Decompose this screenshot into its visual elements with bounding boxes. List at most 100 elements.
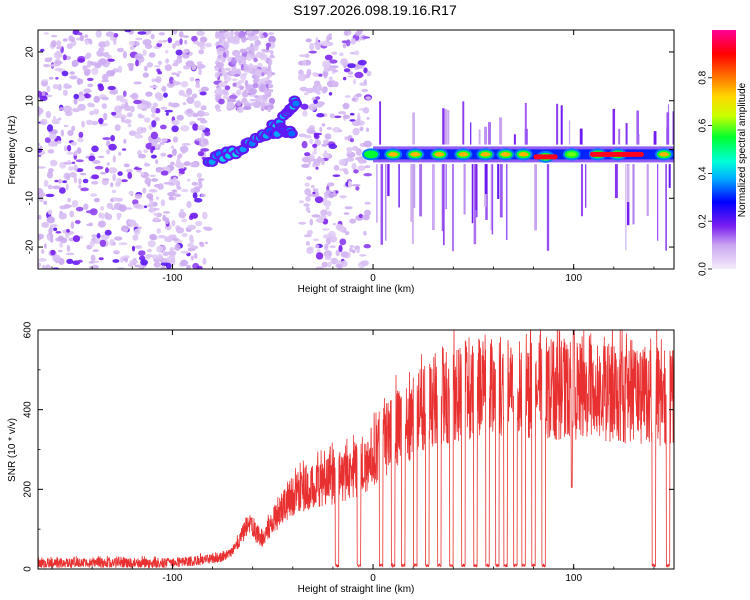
noise-speckle (327, 261, 332, 268)
noise-speckle (45, 264, 51, 269)
noise-speckle (303, 203, 310, 207)
noise-speckle (66, 229, 70, 233)
noise-speckle (157, 71, 162, 75)
spectrogram-y-label: Frequency (Hz) (7, 116, 18, 185)
noise-speckle (315, 217, 325, 223)
noise-speckle (171, 72, 178, 75)
noise-speckle (307, 130, 317, 134)
noise-speckle (124, 119, 132, 124)
noise-speckle (45, 111, 52, 119)
noise-speckle (217, 91, 226, 95)
noise-speckle (356, 30, 363, 35)
noise-speckle (176, 114, 184, 121)
noise-speckle (50, 142, 57, 146)
noise-speckle (94, 62, 102, 69)
noise-speckle (328, 143, 338, 149)
noise-speckle (82, 178, 89, 184)
noise-speckle (324, 243, 329, 249)
noise-speckle (168, 102, 173, 107)
noise-speckle (309, 218, 313, 226)
noise-speckle (63, 145, 68, 152)
noise-speckle (298, 133, 307, 138)
noise-speckle (110, 182, 114, 188)
burst-core (458, 152, 469, 157)
colorbar-tick-label: 0.0 (698, 262, 709, 276)
noise-speckle (360, 260, 369, 266)
noise-speckle (131, 245, 136, 252)
noise-speckle (145, 142, 154, 150)
noise-speckle (56, 40, 62, 47)
noise-speckle (169, 247, 175, 252)
noise-speckle (44, 137, 51, 144)
chart-title: S197.2026.098.19.16.R17 (293, 2, 457, 18)
noise-speckle (154, 184, 161, 188)
noise-speckle (359, 254, 367, 257)
noise-speckle (365, 96, 371, 100)
noise-speckle (339, 238, 347, 246)
noise-speckle (133, 81, 142, 85)
noise-speckle (313, 99, 318, 104)
noise-speckle (40, 48, 45, 52)
noise-speckle (148, 52, 156, 58)
noise-speckle (223, 41, 228, 49)
noise-speckle (92, 249, 99, 253)
noise-speckle (73, 98, 78, 105)
noise-speckle (320, 158, 325, 166)
burst-core (366, 152, 377, 157)
noise-speckle (49, 237, 54, 243)
noise-speckle (190, 255, 194, 261)
noise-speckle (341, 260, 348, 268)
noise-speckle (193, 253, 198, 259)
noise-speckle (304, 188, 312, 196)
noise-speckle (230, 69, 236, 76)
noise-speckle (311, 214, 321, 218)
noise-speckle (194, 198, 203, 203)
noise-speckle (218, 98, 225, 105)
noise-speckle (59, 241, 63, 248)
noise-speckle (172, 62, 179, 67)
noise-speckle (67, 197, 71, 203)
noise-speckle (165, 112, 169, 116)
noise-speckle (128, 63, 134, 72)
noise-speckle (364, 209, 371, 216)
noise-speckle (313, 41, 322, 46)
noise-speckle (149, 174, 156, 177)
x-tick-label: 0 (370, 273, 376, 284)
noise-speckle (118, 105, 125, 110)
noise-speckle (110, 135, 115, 142)
noise-speckle (98, 257, 104, 261)
noise-speckle (197, 41, 206, 48)
noise-speckle (187, 178, 191, 182)
noise-speckle (118, 204, 127, 212)
noise-speckle (179, 145, 189, 153)
noise-speckle (71, 161, 76, 164)
noise-speckle (54, 138, 58, 142)
noise-speckle (38, 258, 47, 262)
noise-speckle (124, 30, 132, 33)
noise-speckle (189, 234, 194, 241)
burst-core (388, 152, 399, 157)
noise-speckle (136, 126, 146, 134)
noise-speckle (149, 85, 158, 89)
noise-speckle (49, 224, 58, 228)
noise-speckle (51, 185, 61, 190)
noise-speckle (239, 85, 244, 91)
noise-speckle (204, 241, 209, 245)
noise-speckle (55, 50, 62, 58)
noise-speckle (150, 154, 157, 159)
noise-speckle (314, 196, 324, 204)
noise-speckle (332, 174, 341, 177)
noise-speckle (47, 209, 53, 215)
noise-speckle (324, 86, 328, 93)
noise-speckle (91, 234, 98, 238)
noise-speckle (47, 234, 51, 241)
noise-speckle (215, 108, 222, 112)
colorbar-gradient (712, 30, 736, 269)
noise-speckle (135, 59, 139, 67)
burst-core (480, 152, 491, 157)
noise-speckle (344, 136, 349, 141)
noise-speckle (98, 85, 105, 92)
noise-speckle (190, 188, 196, 194)
